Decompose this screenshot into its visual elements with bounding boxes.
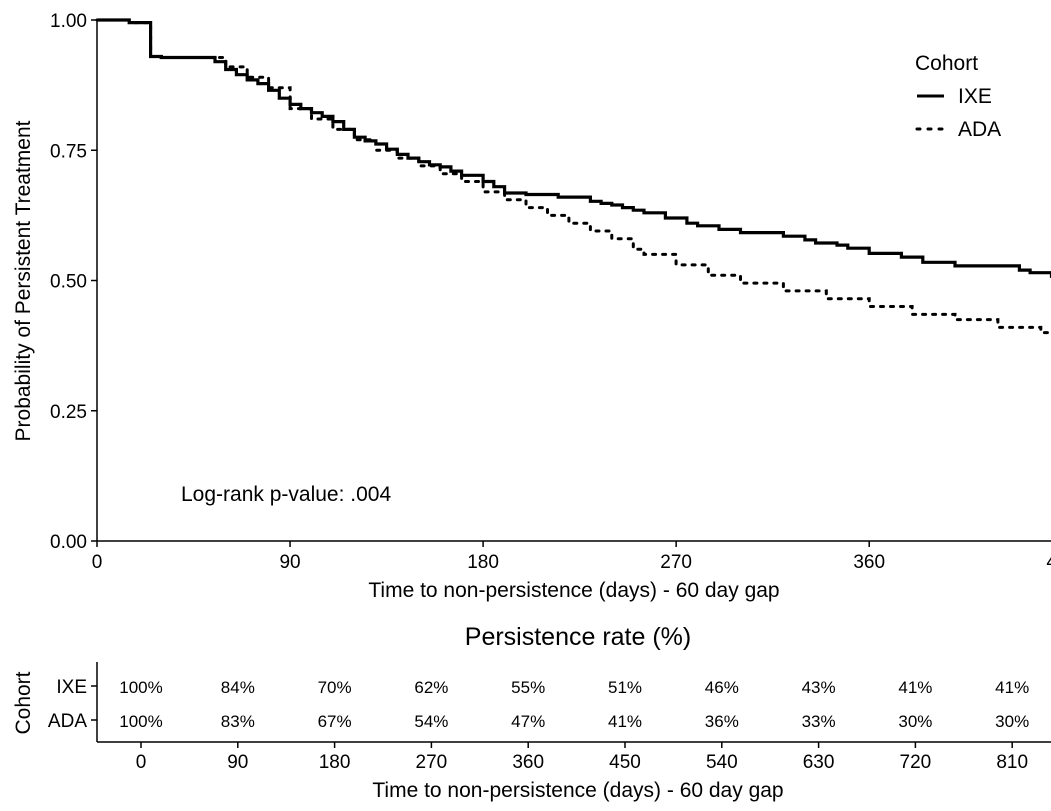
table-x-tick-label: 270 [416, 752, 448, 773]
main-series-group [95, 18, 1051, 335]
table-x-axis-label: Time to non-persistence (days) - 60 day … [372, 779, 783, 802]
table-cell: 41% [995, 678, 1029, 697]
main-y-tick-label: 0.25 [50, 402, 87, 423]
main-y-tick-label: 0.00 [50, 532, 87, 553]
table-x-tick-label: 90 [227, 752, 248, 773]
main-x-tick-label: 360 [853, 552, 885, 573]
km-curve-ada [95, 18, 1051, 335]
table-cell: 100% [119, 678, 162, 697]
chart-legend: Cohort IXE ADA [915, 52, 1001, 141]
table-cell: 70% [318, 678, 352, 697]
table-cell: 33% [802, 712, 836, 731]
table-cell: 54% [414, 712, 448, 731]
legend-items: IXE ADA [915, 85, 1001, 141]
table-x-tick-label: 180 [319, 752, 351, 773]
table-cell: 41% [898, 678, 932, 697]
table-cell: 84% [221, 678, 255, 697]
table-cell: 30% [995, 712, 1029, 731]
table-cell: 43% [802, 678, 836, 697]
table-x-ticks: 0 90 180 270 360 450 540 630 720 810 [136, 742, 1028, 773]
table-cell: 51% [608, 678, 642, 697]
table-x-tick-label: 720 [900, 752, 932, 773]
main-y-tick-label: 0.75 [50, 141, 87, 162]
table-cell: 41% [608, 712, 642, 731]
table-cell: 83% [221, 712, 255, 731]
main-x-tick-label: 450 [1046, 552, 1051, 573]
table-x-tick-label: 810 [996, 752, 1028, 773]
table-x-tick-label: 0 [136, 752, 147, 773]
main-x-tick-label: 90 [279, 552, 300, 573]
legend-label-ada: ADA [958, 118, 1001, 141]
legend-title: Cohort [915, 52, 978, 75]
table-cell: 67% [318, 712, 352, 731]
main-y-ticks: 0.00 0.25 0.50 0.75 1.00 [50, 11, 97, 553]
table-cell: 46% [705, 678, 739, 697]
table-cell: 55% [511, 678, 545, 697]
table-cell: 100% [119, 712, 162, 731]
main-x-axis-label: Time to non-persistence (days) - 60 day … [368, 579, 779, 602]
main-x-tick-label: 180 [467, 552, 499, 573]
table-rows: IXE ADA [48, 677, 97, 732]
table-x-tick-label: 360 [512, 752, 544, 773]
table-title: Persistence rate (%) [465, 623, 691, 651]
table-cell: 62% [414, 678, 448, 697]
main-x-tick-label: 270 [660, 552, 692, 573]
table-cell: 47% [511, 712, 545, 731]
persistence-table: Persistence rate (%) IXE ADA 100% 84% 70% 62… [12, 623, 1051, 802]
main-x-tick-label: 0 [92, 552, 103, 573]
table-x-tick-label: 630 [803, 752, 835, 773]
table-x-tick-label: 450 [609, 752, 641, 773]
table-x-tick-label: 540 [706, 752, 738, 773]
log-rank-annotation: Log-rank p-value: .004 [181, 483, 391, 506]
table-row-label-ixe: IXE [56, 677, 87, 698]
main-y-tick-label: 0.50 [50, 272, 87, 293]
table-y-axis-label: Cohort [12, 671, 35, 734]
km-plot: 0.000.250.500.751.00 0901802703604505406… [12, 11, 1051, 602]
table-row-label-ada: ADA [48, 711, 87, 732]
table-cells: 100% 84% 70% 62% 55% 51% 46% 43% 41% 41% 100% 83% 67… [119, 678, 1029, 731]
table-cell: 30% [898, 712, 932, 731]
main-y-tick-label: 1.00 [50, 11, 87, 32]
main-y-axis-label: Probability of Persistent Treatment [12, 120, 35, 441]
table-cell: 36% [705, 712, 739, 731]
legend-label-ixe: IXE [958, 85, 992, 108]
